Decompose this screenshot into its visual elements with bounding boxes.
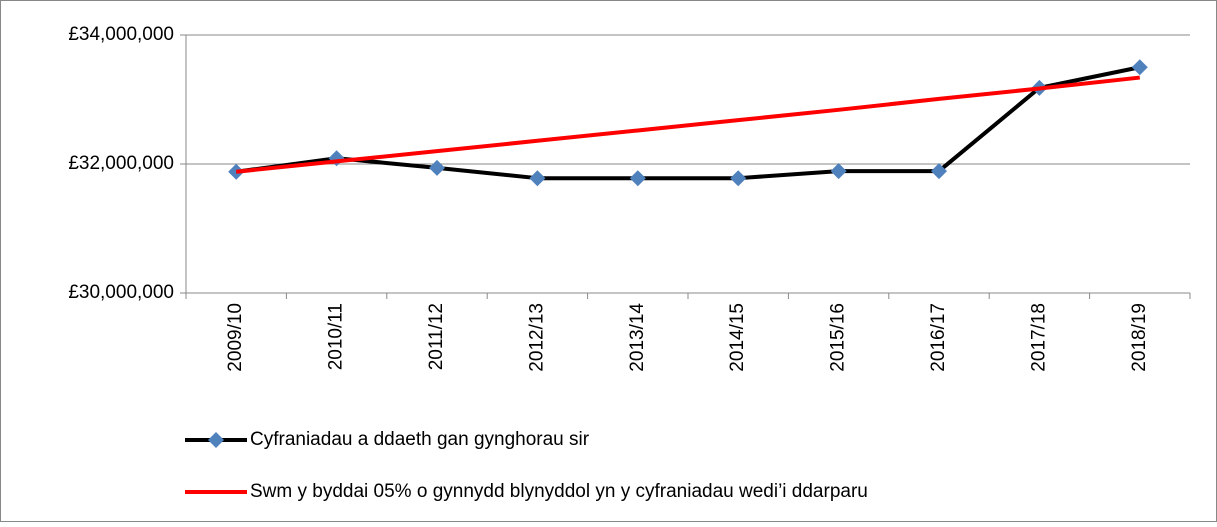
marker — [529, 170, 546, 187]
x-tick-label: 2009/10 — [225, 303, 246, 372]
x-tick-label: 2014/15 — [727, 303, 748, 372]
x-tick-label: 2015/16 — [828, 303, 849, 372]
y-tick-label: £30,000,000 — [68, 282, 174, 303]
x-tick-label: 2018/19 — [1129, 303, 1150, 372]
series-line — [235, 75, 1141, 174]
x-tick-label: 2012/13 — [526, 303, 547, 372]
x-tick-label: 2010/11 — [326, 303, 347, 370]
marker — [629, 170, 646, 187]
marker — [1131, 59, 1148, 76]
marker — [730, 170, 747, 187]
legend-label: Swm y byddai 05% o gynnydd blynyddol yn … — [250, 481, 868, 502]
x-tick-label: 2017/18 — [1028, 303, 1049, 372]
series-line — [235, 65, 1141, 181]
x-tick-label: 2016/17 — [928, 303, 949, 372]
marker — [830, 163, 847, 180]
y-tick-label: £34,000,000 — [68, 24, 174, 45]
x-tick-label: 2011/12 — [426, 303, 447, 370]
y-tick-label: £32,000,000 — [68, 153, 174, 174]
x-tick-label: 2013/14 — [627, 303, 648, 372]
legend-marker — [208, 432, 224, 448]
marker — [931, 163, 947, 180]
marker — [429, 159, 445, 176]
legend-label: Cyfraniadau a ddaeth gan gynghorau sir — [250, 429, 590, 450]
